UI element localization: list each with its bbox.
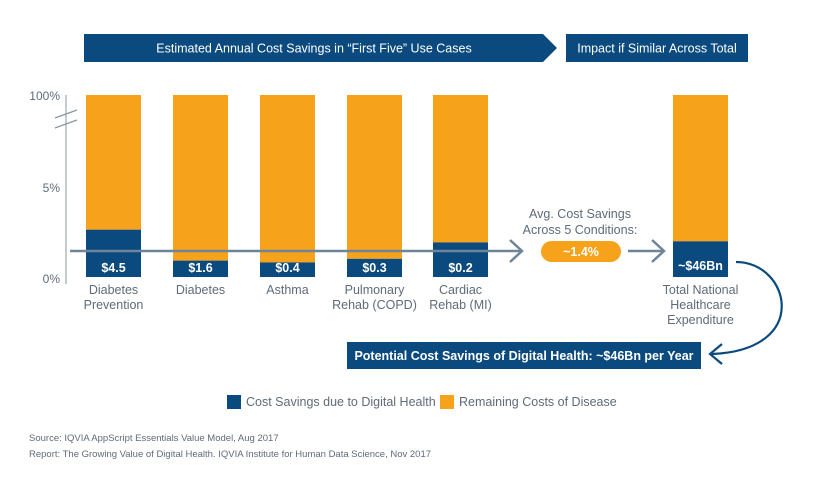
curved-arrow-head-icon bbox=[708, 343, 723, 365]
banner-right-shape bbox=[566, 34, 748, 62]
bar-savings-segment bbox=[173, 260, 228, 277]
bar-remaining-segment bbox=[86, 95, 141, 230]
avg-value-pill bbox=[541, 241, 621, 262]
bar-value-label: $4.5 bbox=[101, 261, 125, 275]
callout-text: Potential Cost Savings of Digital Health… bbox=[354, 349, 693, 363]
arrow-head-icon bbox=[509, 239, 524, 263]
axis-break-mark-1 bbox=[54, 109, 78, 119]
legend-label-savings: Cost Savings due to Digital Health bbox=[246, 395, 436, 409]
bar-savings-segment bbox=[433, 242, 488, 277]
average-arrow bbox=[70, 239, 524, 263]
bar-remaining-segment bbox=[173, 95, 228, 261]
legend: Cost Savings due to Digital Health Remai… bbox=[227, 395, 617, 409]
category-label: Asthma bbox=[266, 283, 308, 297]
banner-arrow-shape bbox=[84, 34, 557, 62]
bar-remaining-segment bbox=[260, 95, 315, 263]
y-axis: 100% 5% 0% bbox=[29, 89, 78, 286]
avg-arrow-head-icon bbox=[651, 239, 666, 263]
bar-savings-segment bbox=[260, 262, 315, 277]
bar-savings-segment bbox=[347, 258, 402, 277]
category-label: Rehab (COPD) bbox=[332, 298, 417, 312]
banner-left-text: Estimated Annual Cost Savings in “First … bbox=[156, 42, 471, 56]
total-category-label: Total National bbox=[663, 283, 739, 297]
report-text: Report: The Growing Value of Digital Hea… bbox=[29, 449, 431, 460]
bars-group: $4.5DiabetesPrevention$1.6Diabetes$0.4As… bbox=[84, 95, 739, 327]
header-left-banner: Estimated Annual Cost Savings in “First … bbox=[84, 34, 557, 62]
callout-box bbox=[347, 342, 701, 369]
category-label: Pulmonary bbox=[345, 283, 405, 297]
category-label: Prevention bbox=[84, 298, 144, 312]
avg-text-line2: Across 5 Conditions: bbox=[523, 223, 638, 237]
total-bar-savings-segment bbox=[673, 241, 728, 277]
header-right-banner: Impact if Similar Across Total bbox=[566, 34, 748, 62]
bar-value-label: $0.3 bbox=[362, 261, 386, 275]
y-tick-0: 0% bbox=[43, 272, 61, 286]
avg-value-text: ~1.4% bbox=[563, 245, 599, 259]
bar-savings-segment bbox=[86, 229, 141, 277]
bar-value-label: $1.6 bbox=[188, 261, 212, 275]
avg-text-line1: Avg. Cost Savings bbox=[529, 207, 631, 221]
total-bar-remaining-segment bbox=[673, 95, 728, 242]
bar-remaining-segment bbox=[433, 95, 488, 243]
curved-arrow bbox=[711, 260, 783, 356]
legend-swatch-savings bbox=[227, 395, 241, 409]
category-label: Diabetes bbox=[89, 283, 138, 297]
banner-right-text: Impact if Similar Across Total bbox=[577, 42, 737, 56]
bar-value-label: $0.4 bbox=[275, 261, 299, 275]
total-category-label: Expenditure bbox=[667, 313, 734, 327]
category-label: Cardiac bbox=[439, 283, 482, 297]
avg-to-total-arrow bbox=[628, 239, 666, 263]
total-category-label: Healthcare bbox=[670, 298, 730, 312]
total-bar-value-label: ~$46Bn bbox=[678, 259, 723, 273]
y-tick-100: 100% bbox=[29, 89, 60, 103]
category-label: Rehab (MI) bbox=[429, 298, 492, 312]
legend-swatch-remaining bbox=[440, 395, 454, 409]
axis-break-mark-2 bbox=[54, 119, 78, 129]
y-tick-5: 5% bbox=[43, 181, 61, 195]
bar-remaining-segment bbox=[347, 95, 402, 259]
legend-label-remaining: Remaining Costs of Disease bbox=[459, 395, 617, 409]
category-label: Diabetes bbox=[176, 283, 225, 297]
bar-value-label: $0.2 bbox=[448, 261, 472, 275]
source-text: Source: IQVIA AppScript Essentials Value… bbox=[29, 433, 279, 444]
